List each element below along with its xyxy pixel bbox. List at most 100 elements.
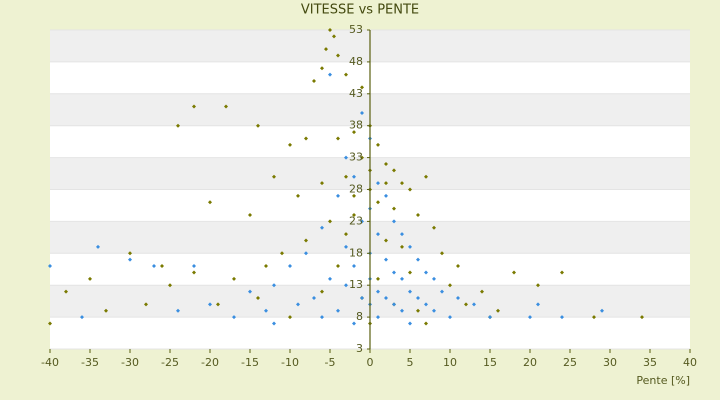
scatter-point (528, 315, 532, 320)
x-axis-label: Pente [%] (636, 374, 690, 387)
scatter-point (160, 264, 164, 269)
scatter-point (408, 289, 412, 294)
scatter-point (208, 200, 212, 205)
scatter-point (376, 276, 380, 281)
scatter-point (360, 219, 364, 224)
scatter-point (424, 302, 428, 307)
scatter-point (408, 321, 412, 326)
scatter-point (288, 142, 292, 147)
scatter-point (440, 289, 444, 294)
scatter-point (432, 225, 436, 230)
scatter-point (560, 270, 564, 275)
scatter-point (464, 302, 468, 307)
scatter-point (400, 244, 404, 249)
y-tick-label: 8 (356, 310, 363, 323)
scatter-point (416, 257, 420, 262)
scatter-point (320, 225, 324, 230)
x-tick-label: -10 (281, 356, 299, 369)
scatter-point (376, 142, 380, 147)
scatter-point (312, 79, 316, 84)
scatter-point (392, 219, 396, 224)
scatter-point (296, 302, 300, 307)
scatter-point (416, 295, 420, 300)
scatter-point (472, 302, 476, 307)
scatter-point (496, 308, 500, 313)
scatter-point (332, 34, 336, 39)
scatter-point (448, 283, 452, 288)
scatter-point (176, 308, 180, 313)
scatter-point (320, 181, 324, 186)
scatter-point (352, 193, 356, 198)
scatter-point (320, 289, 324, 294)
scatter-point (248, 213, 252, 218)
y-tick-label: 18 (349, 246, 363, 259)
scatter-point (192, 264, 196, 269)
scatter-point (312, 295, 316, 300)
scatter-point (344, 155, 348, 160)
scatter-point (408, 244, 412, 249)
scatter-point (336, 53, 340, 58)
y-tick-label: 28 (349, 183, 363, 196)
scatter-point (560, 315, 564, 320)
scatter-point (424, 174, 428, 179)
x-tick-label: 25 (563, 356, 577, 369)
y-tick-label: 43 (349, 87, 363, 100)
scatter-point (224, 104, 228, 109)
scatter-point (384, 238, 388, 243)
scatter-point (48, 321, 52, 326)
scatter-point (432, 276, 436, 281)
scatter-point (376, 181, 380, 186)
scatter-point (352, 130, 356, 135)
scatter-point (288, 315, 292, 320)
scatter-point (536, 283, 540, 288)
y-tick-label: 3 (356, 342, 363, 355)
x-tick-label: 10 (443, 356, 457, 369)
scatter-point (376, 232, 380, 237)
scatter-point (424, 321, 428, 326)
x-tick-label: 40 (683, 356, 697, 369)
scatter-point (344, 283, 348, 288)
scatter-point (272, 321, 276, 326)
scatter-point (400, 232, 404, 237)
scatter-point (248, 289, 252, 294)
scatter-point (376, 289, 380, 294)
scatter-point (640, 315, 644, 320)
scatter-point (192, 104, 196, 109)
scatter-point (392, 168, 396, 173)
scatter-point (384, 193, 388, 198)
scatter-point (352, 321, 356, 326)
scatter-point (272, 174, 276, 179)
scatter-point (320, 66, 324, 71)
scatter-point (144, 302, 148, 307)
x-tick-label: 30 (603, 356, 617, 369)
scatter-point (384, 181, 388, 186)
scatter-point (384, 295, 388, 300)
y-tick-label: 53 (349, 23, 363, 36)
scatter-point (360, 295, 364, 300)
scatter-point (360, 110, 364, 115)
scatter-point (232, 315, 236, 320)
scatter-point (328, 219, 332, 224)
x-tick-label: 5 (407, 356, 414, 369)
scatter-point (304, 251, 308, 256)
scatter-point (48, 264, 52, 269)
x-tick-label: -15 (241, 356, 259, 369)
scatter-point (272, 283, 276, 288)
scatter-point (480, 289, 484, 294)
scatter-point (64, 289, 68, 294)
scatter-point (344, 232, 348, 237)
scatter-point (400, 181, 404, 186)
scatter-point (232, 276, 236, 281)
x-tick-label: 15 (483, 356, 497, 369)
scatter-point (488, 315, 492, 320)
x-tick-label: 35 (643, 356, 657, 369)
scatter-point (384, 257, 388, 262)
scatter-point (600, 308, 604, 313)
scatter-point (304, 238, 308, 243)
x-tick-label: -35 (81, 356, 99, 369)
scatter-point (208, 302, 212, 307)
scatter-point (152, 264, 156, 269)
scatter-point (536, 302, 540, 307)
scatter-point (288, 264, 292, 269)
